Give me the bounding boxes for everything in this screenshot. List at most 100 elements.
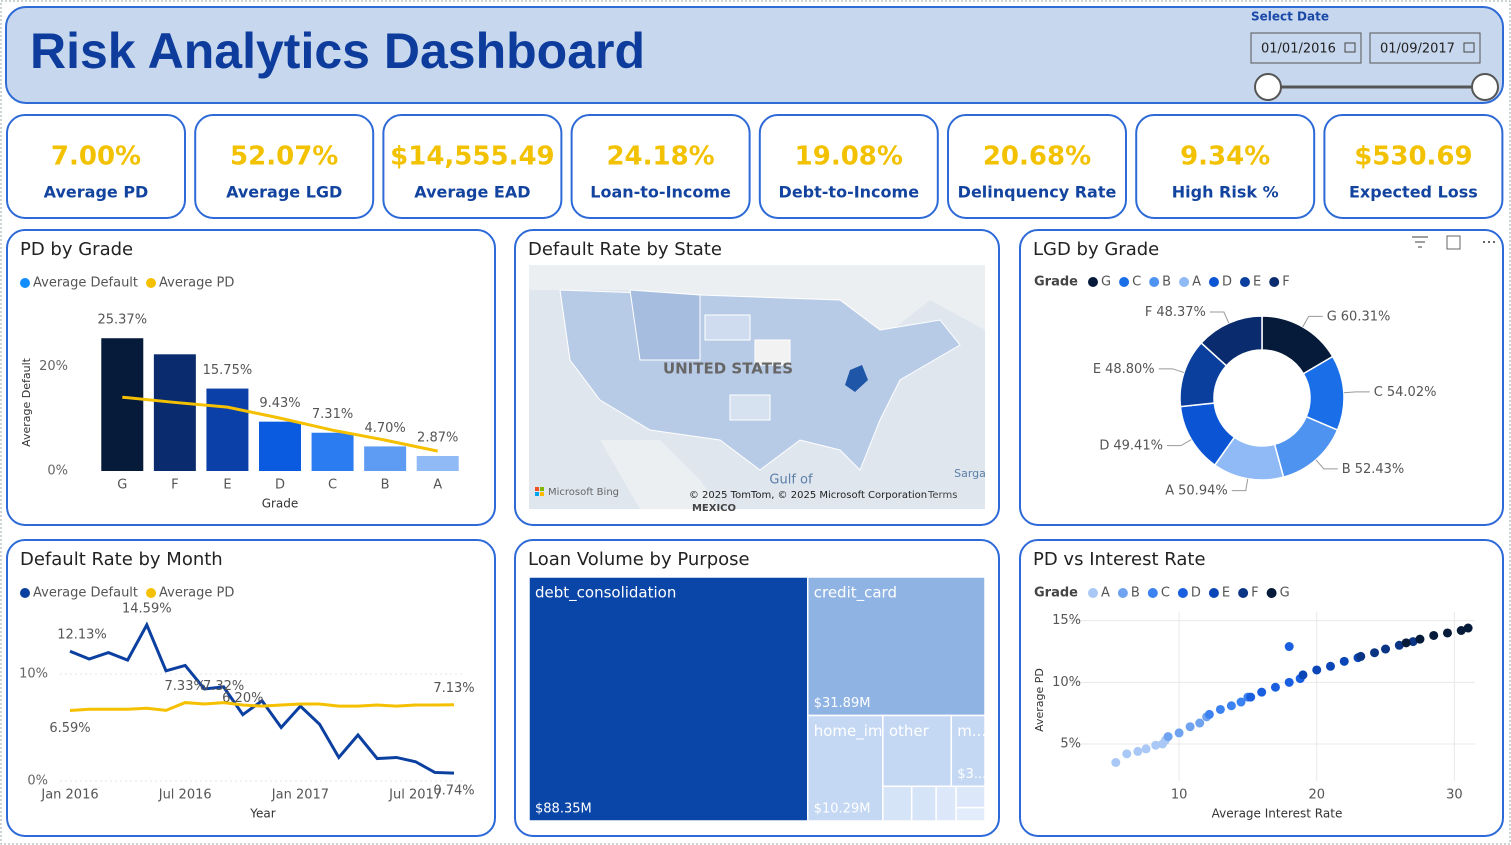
map-label: UNITED STATES xyxy=(663,360,793,378)
legend-label: Average PD xyxy=(159,276,234,291)
map-state xyxy=(704,314,751,341)
treemap-tile xyxy=(882,785,913,822)
treemap-tile xyxy=(950,714,986,788)
map-state xyxy=(629,289,701,361)
end-date-box[interactable] xyxy=(1369,32,1481,64)
calendar-icon[interactable] xyxy=(1463,42,1475,53)
treemap-tile xyxy=(955,806,986,822)
legend-label: B xyxy=(1131,586,1140,601)
scatter-point xyxy=(1401,638,1411,648)
map-mexico xyxy=(600,440,720,509)
treemap-tile xyxy=(806,576,986,717)
start-date[interactable]: 01/01/2016 xyxy=(1261,42,1336,57)
map-label: MEXICO xyxy=(692,503,736,514)
x-tick-label: Jul 2017 xyxy=(388,788,442,803)
kpi-card xyxy=(947,114,1127,219)
legend-label: C xyxy=(1132,275,1141,290)
kpi-label: Average EAD xyxy=(414,183,530,202)
leader-line xyxy=(1315,459,1338,470)
legend-marker xyxy=(1087,588,1098,598)
scatter-point xyxy=(1270,682,1280,692)
legend-label: Average Default xyxy=(33,586,138,601)
data-label: 0.74% xyxy=(433,784,474,799)
y-tick-label: 15% xyxy=(1052,613,1081,628)
kpi-card xyxy=(1323,114,1504,219)
scatter-point xyxy=(1456,626,1466,636)
date-label: Select Date xyxy=(1251,10,1329,24)
legend-label: Average PD xyxy=(159,586,234,601)
legend-marker xyxy=(1238,588,1249,598)
filter-icon[interactable] xyxy=(1412,236,1428,248)
label-category: G xyxy=(1327,309,1337,324)
x-tick-label: D xyxy=(275,478,285,493)
treemap-tile xyxy=(935,785,957,822)
scatter-point xyxy=(1122,749,1132,759)
legend-label: G xyxy=(1280,586,1290,601)
map-state xyxy=(754,339,791,366)
scatter-point xyxy=(1204,709,1214,719)
scatter-point xyxy=(1339,656,1349,666)
label-value: 50.94% xyxy=(1178,483,1228,498)
tile-label: m... xyxy=(957,722,986,740)
line xyxy=(122,395,439,453)
tile-value: $31.89M xyxy=(814,696,871,711)
leader-line xyxy=(1166,439,1192,447)
scatter-point xyxy=(1133,746,1143,756)
label-value: 54.02% xyxy=(1387,384,1437,399)
data-label: F 48.37% xyxy=(1145,305,1206,320)
legend-label: A xyxy=(1101,586,1110,601)
kpi-value: 52.07% xyxy=(230,142,338,172)
kpi-card xyxy=(570,114,751,219)
label-category: C xyxy=(1374,384,1383,399)
label-value: 49.41% xyxy=(1113,438,1163,453)
legend-label: G xyxy=(1101,275,1111,290)
legend-label: D xyxy=(1191,586,1201,601)
legend-marker xyxy=(1208,588,1219,598)
legend-title: Grade xyxy=(1034,275,1078,290)
tile-label: other xyxy=(889,722,930,740)
kpi-value: 9.34% xyxy=(1180,142,1270,172)
data-label: 12.13% xyxy=(57,628,107,643)
x-tick-label: A xyxy=(433,478,442,493)
kpi-card xyxy=(758,114,939,219)
kpi-label: Average LGD xyxy=(226,183,342,202)
legend-marker xyxy=(1179,277,1190,287)
data-label: G 60.31% xyxy=(1327,309,1391,324)
legend-marker xyxy=(1266,588,1277,598)
x-tick-label: Jan 2016 xyxy=(40,788,98,803)
focus-icon[interactable] xyxy=(1446,235,1461,250)
x-tick-label: Jul 2016 xyxy=(158,788,212,803)
y-tick-label: 5% xyxy=(1060,736,1081,751)
bar xyxy=(153,354,196,471)
slider-handle[interactable] xyxy=(1254,73,1282,101)
header-box xyxy=(5,6,1504,104)
label-category: D xyxy=(1099,438,1109,453)
bar xyxy=(101,338,144,471)
leader-line xyxy=(1158,368,1185,374)
calendar-icon[interactable] xyxy=(1344,42,1356,53)
legend-label: C xyxy=(1161,586,1170,601)
kpi-card xyxy=(6,114,186,219)
scatter-point xyxy=(1312,665,1322,675)
bar xyxy=(311,432,354,471)
kpi-value: 7.00% xyxy=(51,142,141,172)
legend-marker xyxy=(1239,277,1250,287)
data-label: E 48.80% xyxy=(1093,361,1155,376)
legend-marker xyxy=(1208,277,1219,287)
end-date[interactable]: 01/09/2017 xyxy=(1380,42,1455,57)
chart-title: Default Rate by Month xyxy=(20,549,223,570)
data-label: D 49.41% xyxy=(1099,438,1163,453)
tile-value: $10.29M xyxy=(814,802,871,817)
data-label: 7.32% xyxy=(203,679,244,694)
label-value: 48.80% xyxy=(1105,361,1155,376)
scatter-point xyxy=(1246,692,1256,702)
slider-handle[interactable] xyxy=(1471,73,1499,101)
label-value: 60.31% xyxy=(1341,309,1391,324)
map-label: Sarga xyxy=(954,467,986,480)
y-axis-label: Average PD xyxy=(1033,668,1046,732)
kpi-label: Expected Loss xyxy=(1349,183,1478,202)
scatter-point xyxy=(1284,642,1294,652)
bar xyxy=(364,446,407,471)
start-date-box[interactable] xyxy=(1250,32,1362,64)
